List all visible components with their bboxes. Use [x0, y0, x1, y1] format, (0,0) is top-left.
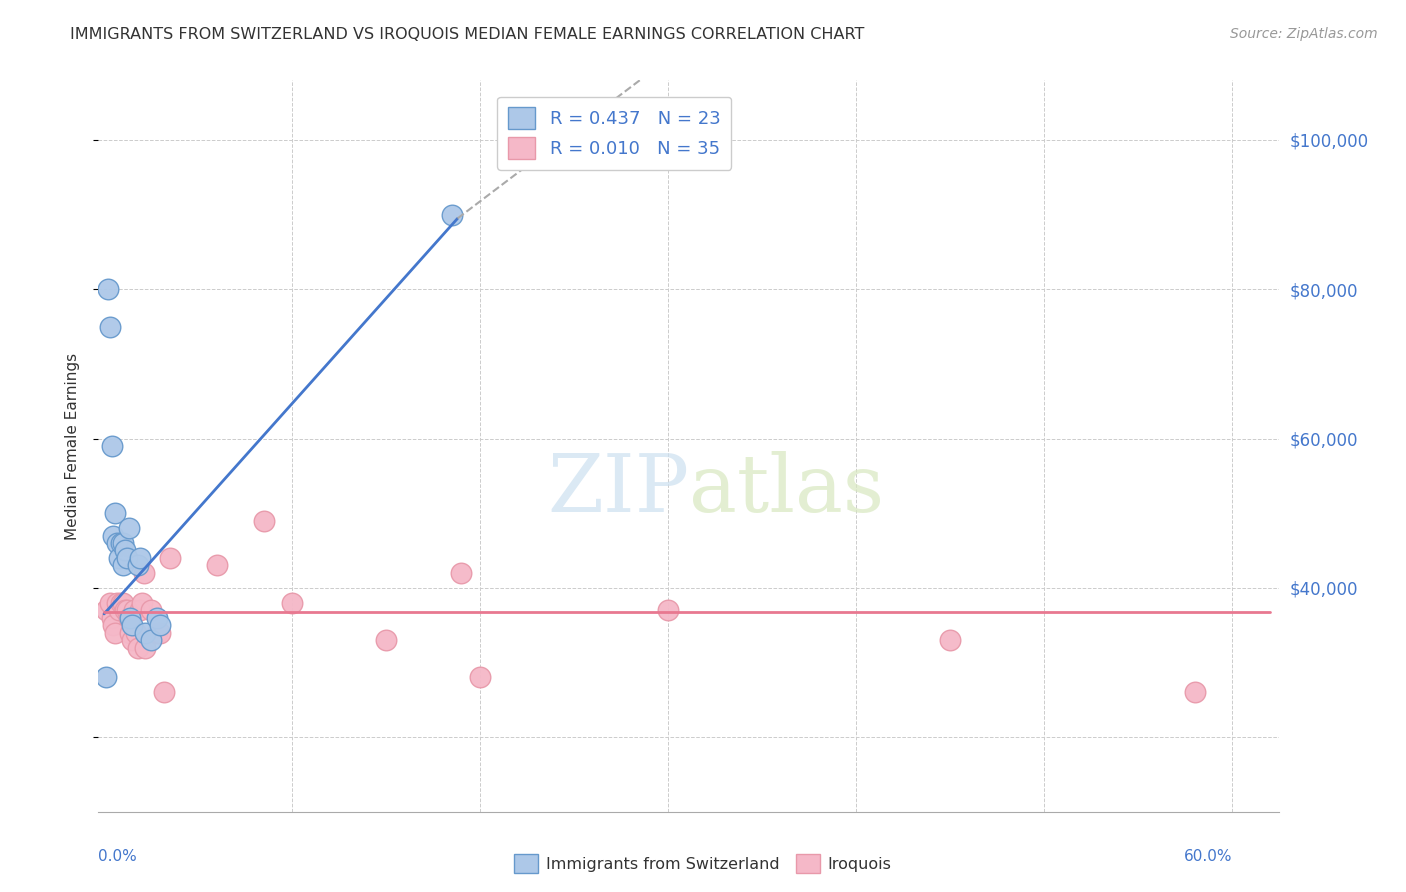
Point: [657, 603, 679, 617]
Point: [132, 566, 155, 580]
Point: [114, 543, 136, 558]
Point: [145, 625, 167, 640]
Point: [121, 618, 143, 632]
Point: [103, 618, 125, 632]
Point: [205, 558, 228, 573]
Point: [111, 558, 134, 573]
Text: ZIP: ZIP: [547, 450, 689, 529]
Point: [253, 514, 276, 528]
Text: 60.0%: 60.0%: [1184, 849, 1233, 864]
Point: [94, 603, 117, 617]
Point: [127, 558, 149, 573]
Point: [98, 319, 121, 334]
Point: [111, 596, 134, 610]
Point: [159, 551, 181, 566]
Point: [153, 685, 176, 699]
Point: [105, 596, 128, 610]
Point: [117, 610, 139, 624]
Point: [120, 625, 142, 640]
Point: [111, 536, 134, 550]
Point: [131, 596, 153, 610]
Point: [108, 603, 131, 617]
Point: [139, 633, 162, 648]
Point: [98, 596, 121, 610]
Point: [127, 640, 149, 655]
Point: [134, 640, 156, 655]
Point: [105, 536, 128, 550]
Point: [1184, 685, 1206, 699]
Text: IMMIGRANTS FROM SWITZERLAND VS IROQUOIS MEDIAN FEMALE EARNINGS CORRELATION CHART: IMMIGRANTS FROM SWITZERLAND VS IROQUOIS …: [70, 27, 865, 42]
Point: [939, 633, 962, 648]
Point: [108, 551, 131, 566]
Point: [145, 610, 167, 624]
Point: [104, 506, 127, 520]
Y-axis label: Median Female Earnings: Median Female Earnings: [65, 352, 80, 540]
Text: atlas: atlas: [689, 450, 884, 529]
Point: [115, 603, 138, 617]
Point: [375, 633, 398, 648]
Point: [470, 670, 492, 684]
Point: [440, 208, 463, 222]
Point: [117, 521, 139, 535]
Point: [100, 610, 122, 624]
Point: [149, 625, 172, 640]
Point: [139, 603, 162, 617]
Point: [110, 536, 132, 550]
Text: 0.0%: 0.0%: [98, 849, 138, 864]
Point: [110, 596, 132, 610]
Legend: R = 0.437   N = 23, R = 0.010   N = 35: R = 0.437 N = 23, R = 0.010 N = 35: [498, 96, 731, 169]
Point: [94, 670, 117, 684]
Point: [104, 625, 127, 640]
Point: [120, 610, 142, 624]
Point: [97, 282, 120, 296]
Point: [103, 528, 125, 542]
Point: [134, 625, 156, 640]
Point: [128, 603, 150, 617]
Point: [125, 625, 148, 640]
Point: [121, 633, 143, 648]
Legend: Immigrants from Switzerland, Iroquois: Immigrants from Switzerland, Iroquois: [508, 847, 898, 880]
Point: [450, 566, 472, 580]
Point: [114, 603, 136, 617]
Point: [281, 596, 304, 610]
Point: [100, 439, 122, 453]
Point: [115, 551, 138, 566]
Point: [149, 618, 172, 632]
Text: Source: ZipAtlas.com: Source: ZipAtlas.com: [1230, 27, 1378, 41]
Point: [122, 603, 145, 617]
Point: [128, 551, 150, 566]
